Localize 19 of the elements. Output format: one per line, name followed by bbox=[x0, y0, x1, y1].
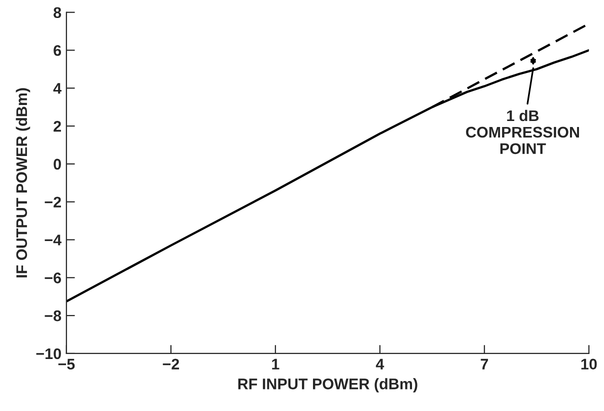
y-tick-label: 6 bbox=[54, 45, 62, 56]
y-tick-label: 0 bbox=[54, 158, 61, 170]
x-tick-label: 1 bbox=[272, 358, 280, 370]
y-tick-label: −2 bbox=[44, 196, 61, 208]
y-tick-label: 2 bbox=[54, 120, 61, 132]
y-tick-label: −10 bbox=[36, 348, 61, 360]
y-tick-label: −6 bbox=[44, 272, 62, 284]
y-tick-label: −8 bbox=[44, 310, 62, 322]
y-tick-label: −4 bbox=[44, 234, 62, 246]
x-tick-label: 7 bbox=[480, 358, 488, 370]
x-axis-title: RF INPUT POWER (dBm) bbox=[238, 378, 418, 392]
y-axis-title: IF OUTPUT POWER (dBm) bbox=[16, 88, 30, 278]
x-tick-label: −2 bbox=[162, 358, 180, 370]
x-tick-label: 4 bbox=[376, 358, 384, 370]
x-tick-label: −5 bbox=[58, 358, 75, 370]
annotation: 1 dB COMPRESSION POINT bbox=[466, 110, 579, 154]
y-tick-label: 8 bbox=[54, 7, 62, 18]
y-tick-label: 4 bbox=[53, 83, 62, 94]
x-tick-label: 10 bbox=[581, 358, 597, 370]
